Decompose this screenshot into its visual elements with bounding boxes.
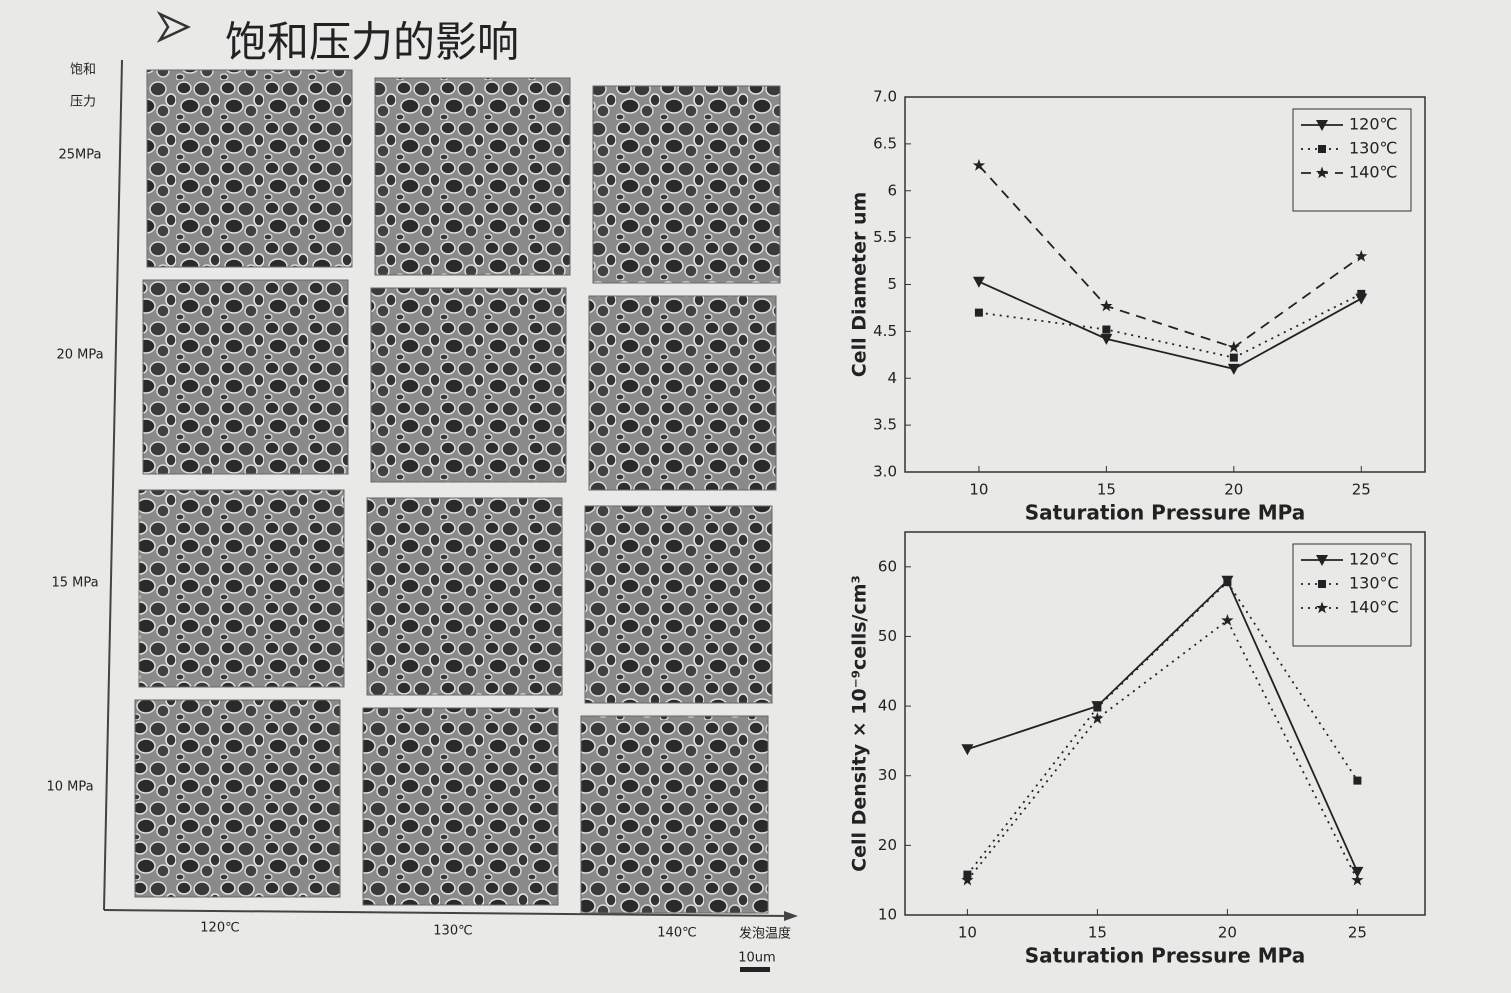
series-line	[967, 579, 1359, 873]
row-label: 20 MPa	[56, 348, 103, 363]
series-line	[966, 580, 1359, 876]
marker	[1229, 353, 1238, 362]
legend-marker	[1316, 555, 1328, 566]
series-line	[978, 280, 1362, 370]
x-tick-label: 20	[1218, 924, 1237, 942]
marker	[1357, 289, 1366, 298]
y-tick-label: 30	[878, 766, 897, 784]
legend-marker	[1315, 166, 1329, 179]
scale-bar	[740, 967, 770, 972]
y-tick-label: 6	[887, 181, 897, 199]
plot-frame	[904, 531, 1426, 916]
x-tick-label: 15	[1088, 924, 1107, 942]
row-label: 10 MPa	[46, 780, 93, 795]
column-label: 120℃	[200, 921, 239, 936]
series-line	[966, 619, 1359, 881]
y-tick-label: 50	[878, 627, 897, 645]
y-axis-label: 压力	[70, 95, 96, 110]
slide-title: 饱和压力的影响	[225, 18, 519, 67]
y-tick-label: 3.5	[873, 416, 897, 434]
marker	[961, 744, 974, 756]
sem-image	[374, 77, 571, 276]
y-axis-title: Cell Diameter um	[849, 192, 871, 378]
column-label: 140℃	[657, 926, 696, 941]
marker	[1353, 776, 1362, 785]
sem-image	[142, 279, 349, 475]
scale-bar-label: 10um	[738, 951, 775, 966]
y-axis-label: 饱和	[70, 63, 96, 78]
x-tick-label: 20	[1224, 481, 1243, 499]
marker	[972, 158, 986, 171]
y-tick-label: 4.5	[873, 322, 897, 340]
marker	[1355, 249, 1368, 262]
legend-label: 140℃	[1349, 163, 1398, 182]
series-line	[978, 293, 1362, 359]
marker	[1100, 333, 1113, 345]
marker	[974, 308, 983, 317]
marker	[1351, 873, 1364, 886]
legend-label: 120℃	[1349, 115, 1398, 134]
marker	[1102, 325, 1111, 334]
y-tick-label: 3.0	[873, 463, 897, 481]
x-axis-title: Saturation Pressure MPa	[1025, 944, 1305, 968]
x-tick-label: 10	[958, 924, 977, 942]
y-tick-label: 6.5	[873, 134, 897, 152]
sem-image	[588, 295, 777, 491]
sem-image	[146, 69, 353, 268]
row-label: 15 MPa	[51, 576, 98, 591]
legend-label: 120°C	[1349, 550, 1399, 569]
legend-marker	[1316, 120, 1328, 131]
legend-marker	[1318, 145, 1326, 153]
x-tick-label: 15	[1097, 481, 1116, 499]
bullet-icon	[156, 11, 191, 43]
marker	[1093, 703, 1102, 712]
row-label: 25MPa	[59, 148, 102, 163]
y-tick-label: 7.0	[873, 88, 897, 106]
x-axis-title: Saturation Pressure MPa	[1025, 501, 1305, 525]
legend-label: 130°C	[1349, 574, 1399, 593]
column-label: 130℃	[433, 924, 472, 939]
marker	[1223, 578, 1232, 587]
legend-marker	[1315, 601, 1329, 614]
y-axis-title: Cell Density × 10⁻⁹cells/cm³	[849, 575, 871, 872]
series-line	[978, 164, 1362, 349]
marker	[961, 873, 974, 886]
sem-image	[370, 287, 567, 483]
marker	[1091, 712, 1104, 724]
x-tick-label: 25	[1348, 924, 1367, 942]
sem-image	[362, 707, 559, 906]
axis	[103, 59, 123, 911]
sem-grid	[134, 69, 781, 914]
sem-image	[138, 489, 345, 688]
y-tick-label: 4	[887, 369, 897, 387]
legend-label: 130℃	[1349, 139, 1398, 158]
sem-image	[366, 497, 563, 696]
marker	[1351, 866, 1364, 878]
y-tick-label: 10	[878, 906, 897, 924]
x-axis-label: 发泡温度	[739, 926, 791, 942]
y-tick-label: 5.5	[873, 228, 897, 246]
arrow-head	[784, 911, 798, 921]
marker	[1227, 340, 1241, 353]
marker	[1100, 299, 1113, 312]
marker	[972, 276, 985, 288]
legend-label: 140°C	[1349, 598, 1399, 617]
sem-image	[584, 505, 773, 704]
x-tick-label: 10	[969, 481, 988, 499]
sem-image	[592, 85, 781, 284]
marker	[1227, 363, 1240, 375]
legend-box	[1292, 108, 1412, 212]
y-tick-label: 20	[878, 836, 897, 854]
y-tick-label: 60	[878, 557, 897, 575]
x-tick-label: 25	[1352, 481, 1371, 499]
y-tick-label: 40	[878, 697, 897, 715]
y-tick-label: 5	[887, 275, 897, 293]
legend-marker	[1318, 580, 1326, 588]
marker	[1221, 613, 1234, 626]
sem-image	[134, 699, 341, 898]
legend-box	[1292, 543, 1412, 647]
sem-image	[580, 715, 769, 914]
axis	[103, 909, 791, 917]
